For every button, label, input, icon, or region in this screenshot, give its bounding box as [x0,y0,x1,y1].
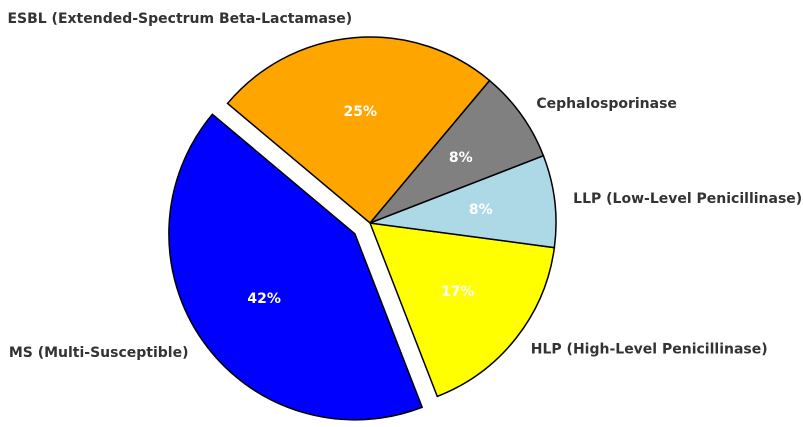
value-label: 17% [441,284,475,300]
slice-label: LLP (Low-Level Penicillinase) [573,191,802,207]
pie-slice [369,154,557,249]
value-label: 8% [449,150,473,166]
value-label: 8% [469,202,493,218]
pie-slice [369,79,545,224]
value-label: 25% [344,104,378,120]
slice-label: HLP (High-Level Penicillinase) [531,342,768,358]
value-label: 42% [247,291,281,307]
pie-slice [226,36,491,225]
slice-label: Cephalosporinase [536,96,677,112]
slice-label: MS (Multi-Susceptible) [9,345,189,361]
pie-slice [368,222,556,398]
slice-label: ESBL (Extended-Spectrum Beta-Lactamase) [7,11,352,27]
pie-slice [168,113,424,421]
